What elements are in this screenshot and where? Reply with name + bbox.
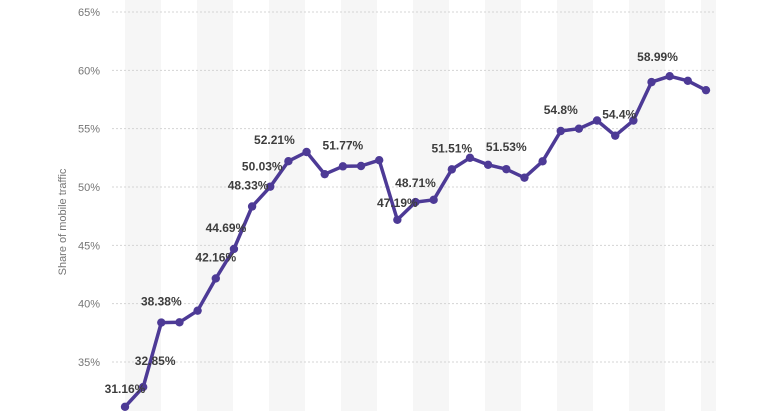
data-point-8 bbox=[266, 182, 275, 191]
data-point-11 bbox=[320, 169, 329, 179]
y-tick-60: 60% bbox=[78, 65, 100, 77]
data-point-23 bbox=[538, 157, 547, 166]
column-band-2 bbox=[269, 0, 305, 411]
series-line-group bbox=[120, 71, 711, 411]
data-point-26 bbox=[592, 116, 602, 125]
column-band-4 bbox=[413, 0, 449, 411]
data-label-9: 52.21% bbox=[254, 133, 295, 147]
data-label-16: 48.71% bbox=[395, 176, 436, 190]
data-point-27 bbox=[611, 131, 620, 140]
y-tick-45: 45% bbox=[78, 240, 100, 252]
data-point-12 bbox=[338, 162, 348, 171]
y-tick-labels: 35% 40% 45% 50% 55% 60% 65% bbox=[78, 7, 100, 369]
data-label-8: 50.03% bbox=[242, 160, 283, 174]
data-point-13 bbox=[356, 161, 366, 171]
y-tick-65: 65% bbox=[78, 7, 100, 19]
data-point-1 bbox=[138, 382, 148, 392]
data-point-9 bbox=[284, 157, 293, 166]
data-label-27: 54.4% bbox=[602, 108, 636, 122]
y-tick-50: 50% bbox=[78, 182, 100, 194]
column-band-3 bbox=[341, 0, 377, 411]
y-tick-55: 55% bbox=[78, 124, 100, 136]
data-point-5 bbox=[211, 274, 220, 283]
data-point-20 bbox=[483, 160, 493, 170]
column-band-5 bbox=[485, 0, 521, 411]
data-point-6 bbox=[229, 244, 239, 254]
data-label-12: 51.77% bbox=[323, 138, 364, 152]
data-label-5: 42.16% bbox=[195, 250, 236, 264]
y-tick-40: 40% bbox=[78, 299, 100, 311]
data-point-31 bbox=[683, 76, 693, 86]
gridlines bbox=[112, 11, 716, 363]
column-bands bbox=[125, 0, 716, 411]
data-point-32 bbox=[701, 85, 711, 95]
data-point-28 bbox=[629, 116, 638, 125]
data-point-7 bbox=[247, 202, 257, 211]
data-point-22 bbox=[520, 173, 529, 182]
data-label-15: 47.19% bbox=[377, 196, 418, 210]
data-point-19 bbox=[465, 153, 475, 163]
data-label-6: 44.69% bbox=[206, 221, 247, 235]
data-label-group: 31.16% 32.85% 38.38% 42.16% 44.69% 48.33% 50.0… bbox=[105, 50, 679, 396]
data-label-24: 54.8% bbox=[544, 103, 578, 117]
data-label-29: 58.99% bbox=[637, 50, 678, 64]
data-point-4 bbox=[193, 306, 202, 315]
data-label-18: 51.51% bbox=[431, 141, 472, 155]
data-point-15 bbox=[393, 215, 402, 224]
column-band-1 bbox=[197, 0, 233, 411]
data-label-0: 31.16% bbox=[105, 382, 146, 396]
column-band-6 bbox=[557, 0, 593, 411]
data-point-16 bbox=[411, 197, 420, 207]
data-label-1: 32.85% bbox=[135, 354, 176, 368]
data-point-25 bbox=[574, 124, 584, 133]
data-point-0 bbox=[120, 402, 130, 411]
data-label-2: 38.38% bbox=[141, 295, 182, 309]
data-label-7: 48.33% bbox=[228, 178, 269, 192]
data-point-14 bbox=[374, 155, 384, 165]
data-point-18 bbox=[447, 165, 457, 174]
y-axis-title: Share of mobile traffic bbox=[57, 168, 69, 275]
data-label-21: 51.53% bbox=[486, 140, 527, 154]
data-point-30 bbox=[665, 71, 674, 81]
data-point-10 bbox=[302, 147, 311, 157]
data-point-24 bbox=[556, 126, 565, 136]
y-tick-35: 35% bbox=[78, 357, 100, 369]
column-band-7 bbox=[629, 0, 665, 411]
data-point-3 bbox=[175, 318, 184, 327]
column-band-8 bbox=[701, 0, 716, 411]
data-point-21 bbox=[502, 164, 511, 174]
data-point-17 bbox=[429, 195, 438, 205]
data-point-2 bbox=[157, 318, 166, 327]
data-point-29 bbox=[647, 77, 656, 87]
